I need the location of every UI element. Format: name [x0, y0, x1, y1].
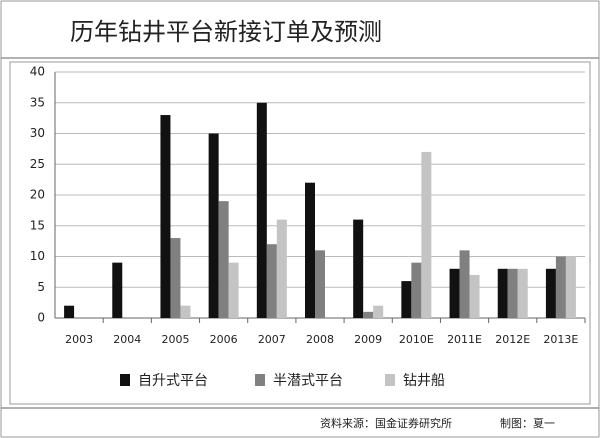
x-tick-label: 2009: [354, 333, 382, 346]
y-tick-label: 35: [30, 95, 45, 109]
bar: [545, 268, 556, 318]
bar: [180, 305, 191, 318]
x-tick-label: 2004: [113, 333, 141, 346]
bar: [421, 151, 432, 318]
credit: 制图：夏一: [500, 417, 555, 430]
y-tick-label: 15: [30, 218, 45, 232]
y-tick-label: 0: [37, 311, 45, 325]
legend-swatch: [385, 374, 395, 386]
bar: [411, 262, 422, 318]
bar: [64, 305, 75, 318]
bar: [228, 262, 239, 318]
legend-swatch: [255, 374, 265, 386]
x-tick-label: 2005: [161, 333, 189, 346]
y-tick-label: 25: [30, 157, 45, 171]
bar: [497, 268, 508, 318]
bar: [565, 256, 576, 318]
y-tick-label: 40: [30, 65, 45, 79]
y-tick-label: 20: [30, 188, 45, 202]
y-tick-label: 10: [30, 249, 45, 263]
y-tick-label: 5: [37, 280, 45, 294]
plot-frame: [9, 61, 591, 405]
bar: [555, 256, 566, 318]
source: 资料来源：国金证券研究所: [320, 416, 452, 430]
bar: [208, 133, 219, 318]
x-tick-label: 2008: [306, 333, 334, 346]
legend-label: 自升式平台: [138, 373, 208, 389]
x-tick-label: 2007: [258, 333, 286, 346]
bar: [363, 311, 374, 318]
bar: [401, 281, 412, 318]
x-tick-label: 2006: [210, 333, 238, 346]
legend-label: 半潜式平台: [273, 373, 343, 389]
bar: [373, 305, 384, 318]
bar: [266, 244, 277, 318]
bar: [256, 102, 267, 318]
y-tick-label: 30: [30, 126, 45, 140]
x-tick-label: 2013E: [543, 333, 578, 346]
legend-swatch: [120, 374, 130, 386]
bar: [469, 274, 480, 318]
chart-title: 历年钻井平台新接订单及预测: [70, 18, 382, 46]
x-tick-label: 2012E: [495, 333, 530, 346]
bar: [112, 262, 123, 318]
bar: [353, 219, 364, 318]
bar: [170, 238, 181, 318]
x-tick-label: 2010E: [399, 333, 434, 346]
bar: [507, 268, 518, 318]
legend-label: 钻井船: [403, 373, 445, 389]
bar: [160, 115, 171, 318]
bar: [315, 250, 325, 318]
bar: [276, 219, 287, 318]
bar: [449, 268, 460, 318]
x-tick-label: 2011E: [447, 333, 482, 346]
bar: [517, 268, 528, 318]
x-tick-label: 2003: [65, 333, 93, 346]
bar: [305, 182, 315, 318]
bar: [218, 201, 229, 318]
bar: [459, 250, 470, 318]
